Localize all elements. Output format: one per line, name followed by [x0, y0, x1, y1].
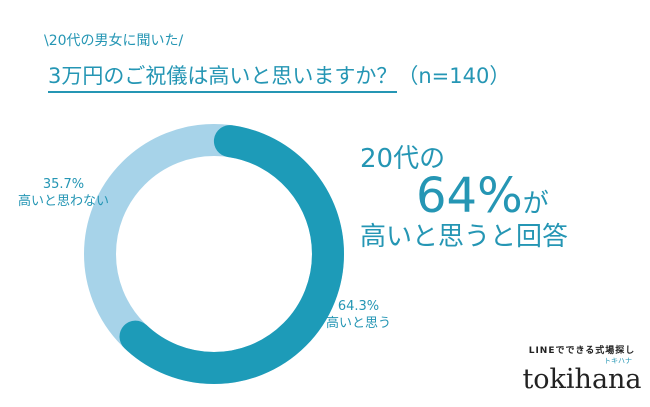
headline: 20代の 64%が 高いと思うと回答	[360, 146, 568, 250]
label-expensive: 64.3% 高いと思う	[326, 298, 391, 332]
headline-line3: 高いと思うと回答	[360, 222, 569, 252]
category-label: 高いと思う	[326, 316, 392, 331]
value-label: 35.7%	[42, 177, 85, 192]
value-label: 64.3%	[337, 299, 380, 314]
headline-line1: 20代の	[360, 144, 446, 174]
question: 3万円のご祝儀は高いと思いますか？	[48, 64, 398, 93]
logo-name: tokihana	[522, 364, 642, 395]
logo-kana: トキハナ	[604, 357, 632, 365]
logo: LINEでできる式場探し トキハナ tokihana	[522, 346, 642, 395]
subtitle: \20代の男女に聞いた/	[44, 33, 184, 49]
headline-ga: が	[522, 189, 549, 219]
headline-pct: 64%	[416, 168, 523, 224]
donut-chart	[84, 124, 344, 384]
logo-tagline: LINEでできる式場探し	[528, 346, 636, 356]
slice-expensive	[84, 124, 344, 384]
category-label: 高いと思わない	[18, 194, 110, 209]
sample-size: （n=140）	[397, 64, 511, 88]
label-not-expensive: 35.7% 高いと思わない	[18, 176, 109, 210]
page-title: 3万円のご祝儀は高いと思いますか？（n=140）	[48, 60, 511, 93]
